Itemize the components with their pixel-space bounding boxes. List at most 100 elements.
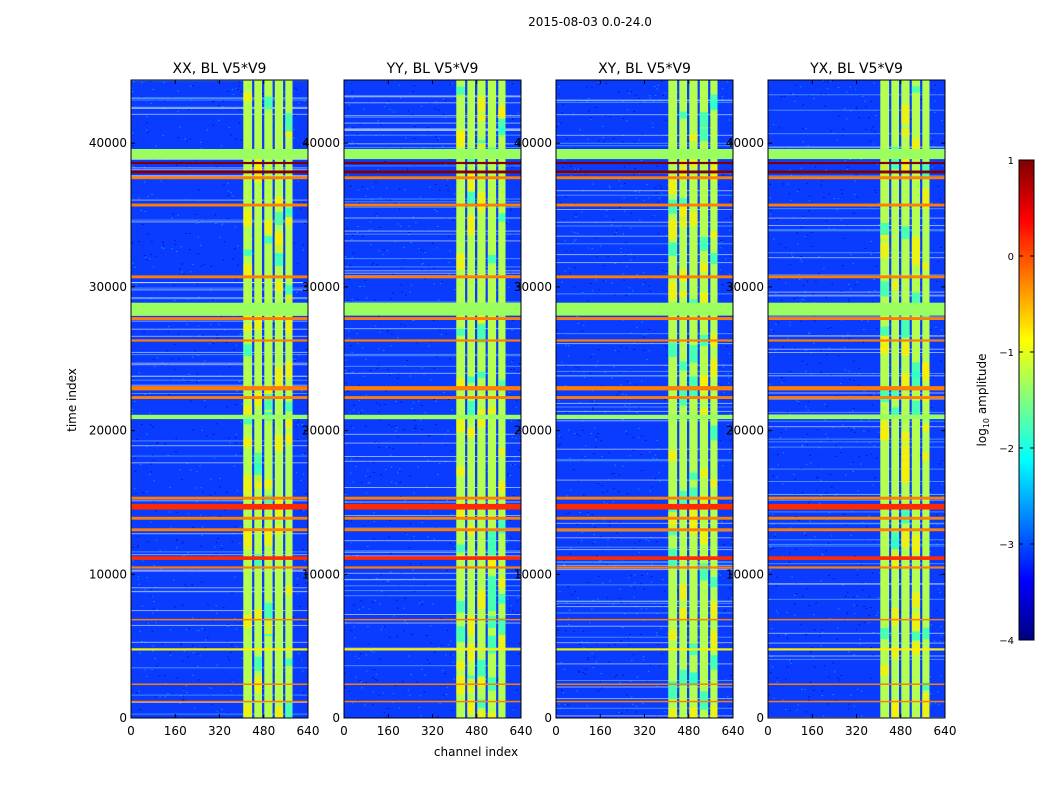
noise-speck xyxy=(238,122,241,124)
noise-speck xyxy=(601,455,603,457)
rfi-block-patch xyxy=(679,160,687,177)
noise-speck xyxy=(729,587,731,589)
noise-speck xyxy=(866,454,868,456)
y-tick-label: 40000 xyxy=(89,136,127,150)
rfi-block-patch xyxy=(467,400,475,416)
noise-speck xyxy=(219,486,221,488)
noise-speck xyxy=(227,218,229,220)
noise-speck xyxy=(566,602,568,604)
noise-speck xyxy=(559,202,562,204)
noise-speck xyxy=(352,127,354,129)
noise-speck xyxy=(799,623,802,625)
noise-speck xyxy=(397,223,399,225)
noise-speck xyxy=(775,585,778,587)
noise-speck xyxy=(388,447,390,449)
noise-speck xyxy=(212,434,215,436)
noise-speck xyxy=(785,678,787,680)
noise-speck xyxy=(365,682,367,683)
noise-speck xyxy=(730,449,733,451)
rfi-block-patch xyxy=(456,130,466,142)
noise-speck xyxy=(637,437,640,439)
noise-speck xyxy=(141,424,143,426)
rfi-time-band xyxy=(131,496,308,500)
rfi-line xyxy=(344,206,521,208)
noise-speck xyxy=(556,604,558,605)
rfi-line xyxy=(768,229,945,231)
noise-speck xyxy=(215,423,218,425)
rfi-block-patch xyxy=(901,445,910,459)
noise-speck xyxy=(875,614,878,616)
noise-speck xyxy=(131,412,133,414)
rfi-line xyxy=(556,402,733,404)
rfi-time-band xyxy=(556,618,733,621)
rfi-block-patch xyxy=(679,207,687,227)
noise-speck xyxy=(253,651,255,653)
noise-speck xyxy=(790,659,793,661)
noise-speck xyxy=(295,472,298,474)
noise-speck xyxy=(610,224,613,225)
noise-speck xyxy=(640,160,643,162)
noise-speck xyxy=(810,462,812,464)
rfi-block-patch xyxy=(254,463,262,483)
noise-speck xyxy=(593,453,595,455)
noise-speck xyxy=(874,131,876,133)
rfi-block-patch xyxy=(880,420,890,441)
noise-speck xyxy=(188,627,190,629)
noise-speck xyxy=(786,612,788,614)
noise-speck xyxy=(591,248,594,250)
noise-speck xyxy=(648,540,650,542)
noise-speck xyxy=(889,599,892,601)
rfi-block-patch xyxy=(498,128,506,136)
noise-speck xyxy=(236,490,239,492)
rfi-block-patch xyxy=(264,602,273,618)
noise-speck xyxy=(587,657,590,658)
noise-speck xyxy=(790,662,792,664)
rfi-block-patch xyxy=(456,626,466,642)
noise-speck xyxy=(273,478,275,480)
rfi-line xyxy=(768,545,945,547)
noise-speck xyxy=(412,216,414,218)
rfi-line xyxy=(556,602,733,604)
noise-speck xyxy=(376,679,378,681)
noise-speck xyxy=(562,103,564,105)
rfi-line xyxy=(556,584,733,586)
noise-speck xyxy=(357,226,359,227)
noise-speck xyxy=(192,526,194,528)
noise-speck xyxy=(696,401,699,403)
rfi-block-patch xyxy=(689,152,698,168)
noise-speck xyxy=(147,233,149,235)
rfi-line xyxy=(556,142,733,144)
rfi-block-patch xyxy=(699,408,709,420)
noise-speck xyxy=(352,252,355,254)
noise-speck xyxy=(167,331,169,333)
noise-speck xyxy=(900,368,902,370)
noise-speck xyxy=(640,435,643,437)
rfi-block-patch xyxy=(880,223,890,235)
y-tick-label: 30000 xyxy=(726,280,764,294)
noise-speck xyxy=(598,575,600,577)
noise-speck xyxy=(591,514,593,516)
noise-speck xyxy=(453,678,455,680)
rfi-block-patch xyxy=(274,234,284,254)
noise-speck xyxy=(234,248,236,250)
noise-speck xyxy=(652,100,655,102)
noise-speck xyxy=(622,100,624,102)
noise-speck xyxy=(611,282,613,284)
noise-speck xyxy=(809,520,811,522)
noise-speck xyxy=(394,202,396,204)
noise-speck xyxy=(939,574,941,576)
rfi-block-patch xyxy=(891,531,899,544)
noise-speck xyxy=(920,483,923,485)
noise-speck xyxy=(832,694,834,696)
noise-speck xyxy=(576,433,578,435)
noise-speck xyxy=(872,654,874,656)
noise-speck xyxy=(860,158,862,160)
noise-speck xyxy=(141,492,144,493)
noise-speck xyxy=(823,105,826,107)
noise-speck xyxy=(452,654,454,656)
noise-speck xyxy=(220,145,223,147)
noise-speck xyxy=(844,595,847,597)
rfi-line xyxy=(131,297,308,299)
noise-speck xyxy=(357,700,359,702)
rfi-line xyxy=(131,113,308,115)
